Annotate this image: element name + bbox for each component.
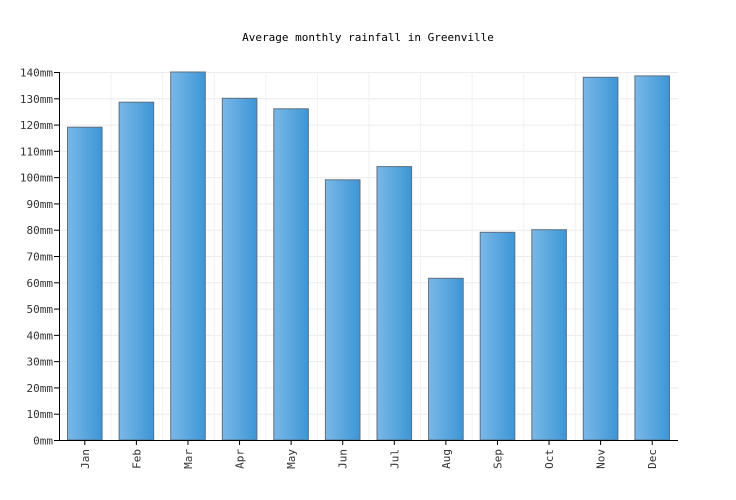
bar-apr	[221, 97, 258, 441]
y-tick-label-80: 80mm	[27, 224, 54, 237]
y-tick-label-40: 40mm	[27, 329, 54, 342]
x-tick-label-jan: Jan	[79, 449, 92, 469]
y-tick-label-0: 0mm	[33, 435, 53, 448]
x-tick-label-jun: Jun	[337, 449, 350, 469]
x-tick-label-may: May	[285, 449, 298, 469]
x-tick-label-mar: Mar	[182, 449, 195, 469]
y-tick-label-70: 70mm	[27, 251, 54, 264]
chart-title: Average monthly rainfall in Greenville	[242, 31, 494, 44]
bar-jan	[67, 126, 103, 441]
y-tick-label-100: 100mm	[20, 172, 53, 185]
x-tick-label-aug: Aug	[440, 449, 453, 469]
bar-dec	[634, 75, 671, 441]
bar-oct	[531, 229, 567, 441]
x-tick-label-sep: Sep	[491, 449, 504, 469]
x-tick-label-jul: Jul	[388, 449, 401, 469]
bar-aug	[428, 277, 464, 441]
y-tick-label-20: 20mm	[27, 382, 54, 395]
x-tick-label-apr: Apr	[234, 449, 247, 469]
x-tick-label-oct: Oct	[543, 449, 556, 469]
x-tick-label-feb: Feb	[130, 449, 143, 469]
y-tick-label-120: 120mm	[20, 119, 53, 132]
bar-feb	[118, 101, 155, 441]
gridlines	[59, 72, 678, 440]
y-tick-label-130: 130mm	[20, 93, 53, 106]
y-tick-label-10: 10mm	[27, 408, 54, 421]
y-tick-label-90: 90mm	[27, 198, 54, 211]
y-tick-label-30: 30mm	[27, 356, 54, 369]
x-tick-label-dec: Dec	[646, 449, 659, 469]
x-tick-label-nov: Nov	[595, 449, 608, 469]
bar-jun	[324, 179, 361, 441]
y-tick-label-110: 110mm	[20, 145, 53, 158]
y-tick-label-60: 60mm	[27, 277, 54, 290]
y-tick-label-140: 140mm	[20, 67, 53, 80]
x-axis-ticks: Jan Feb Mar Apr May Jun Jul Aug Sep Oct Nov Dec	[79, 440, 659, 469]
y-tick-label-50: 50mm	[27, 303, 54, 316]
y-axis-ticks: 0mm 10mm 20mm 30mm 40mm 50mm 60mm 70mm 80mm 90mm 1…	[20, 67, 59, 448]
bar-nov	[582, 76, 619, 441]
bar-may	[273, 108, 309, 441]
bar-sep	[479, 231, 516, 441]
bar-mar	[170, 71, 206, 441]
bar-jul	[376, 166, 413, 441]
